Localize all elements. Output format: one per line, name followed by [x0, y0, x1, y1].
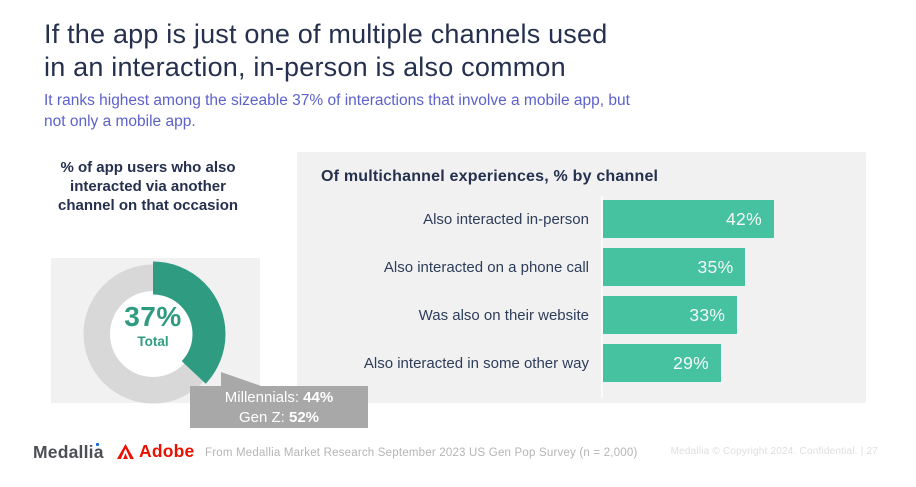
bar-chart-panel: Of multichannel experiences, % by channe… [297, 152, 866, 403]
medallia-logo-dot [96, 443, 99, 446]
callout-line-genz: Gen Z: 52% [190, 408, 368, 428]
copyright-note: Medallia © Copyright 2024. Confidential.… [670, 446, 878, 457]
bar-label: Also interacted on a phone call [383, 258, 589, 276]
bar-area: 35% [603, 248, 746, 286]
callout-line-millennials: Millennials: 44% [190, 388, 368, 408]
donut-center: 37% Total [68, 301, 238, 349]
medallia-logo: Medallia [33, 442, 104, 463]
bar: 42% [603, 200, 774, 238]
bar-row-phone-call: Also interacted on a phone call 35% [297, 248, 746, 286]
bar-row-other-way: Also interacted in some other way 29% [297, 344, 722, 382]
bar: 29% [603, 344, 722, 382]
page-title-line2: in an interaction, in-person is also com… [44, 52, 566, 82]
adobe-logo-icon [117, 444, 134, 459]
callout-label: Gen Z: [238, 409, 289, 426]
adobe-logo-text: Adobe [139, 441, 195, 461]
callout-label: Millennials: [224, 389, 304, 406]
bar-value: 33% [689, 304, 726, 325]
bar-value: 35% [697, 256, 734, 277]
generation-callout: Millennials: 44% Gen Z: 52% [190, 386, 368, 428]
bar-row-in-person: Also interacted in-person 42% [297, 200, 774, 238]
callout-value: 52% [289, 409, 320, 426]
bar-chart-title: Of multichannel experiences, % by channe… [321, 168, 659, 185]
bar-area: 29% [603, 344, 722, 382]
donut-chart-title: % of app users who also interacted via a… [57, 159, 239, 214]
bar-chart-axis-line [601, 196, 603, 398]
medallia-logo-text: Medallia [33, 442, 104, 462]
donut-hole [110, 291, 196, 377]
bar-row-website: Was also on their website 33% [297, 296, 738, 334]
donut-center-value: 37% [124, 301, 182, 332]
bar: 35% [603, 248, 746, 286]
bar-value: 42% [726, 208, 762, 229]
bar-label: Also interacted in-person [423, 210, 589, 228]
source-note: From Medallia Market Research September … [205, 447, 638, 459]
callout-pointer [221, 372, 264, 387]
bar-value: 29% [673, 352, 710, 373]
page-title: If the app is just one of multiple chann… [44, 18, 607, 84]
donut-chart: 37% Total [68, 249, 238, 419]
adobe-logo: Adobe [117, 441, 194, 462]
bar-label: Was also on their website [418, 306, 589, 324]
bar-area: 33% [603, 296, 738, 334]
page-subtitle: It ranks highest among the sizeable 37% … [44, 92, 630, 130]
callout-value: 44% [303, 389, 334, 406]
page-title-line1: If the app is just one of multiple chann… [44, 19, 608, 49]
footer: Medallia Adobe From Medallia Market Rese… [0, 436, 916, 466]
donut-chart-svg [80, 261, 226, 407]
bar-label: Also interacted in some other way [363, 354, 589, 372]
donut-value-arc [80, 261, 226, 407]
donut-center-caption: Total [137, 334, 169, 349]
bar-area: 42% [603, 200, 774, 238]
bar: 33% [603, 296, 738, 334]
